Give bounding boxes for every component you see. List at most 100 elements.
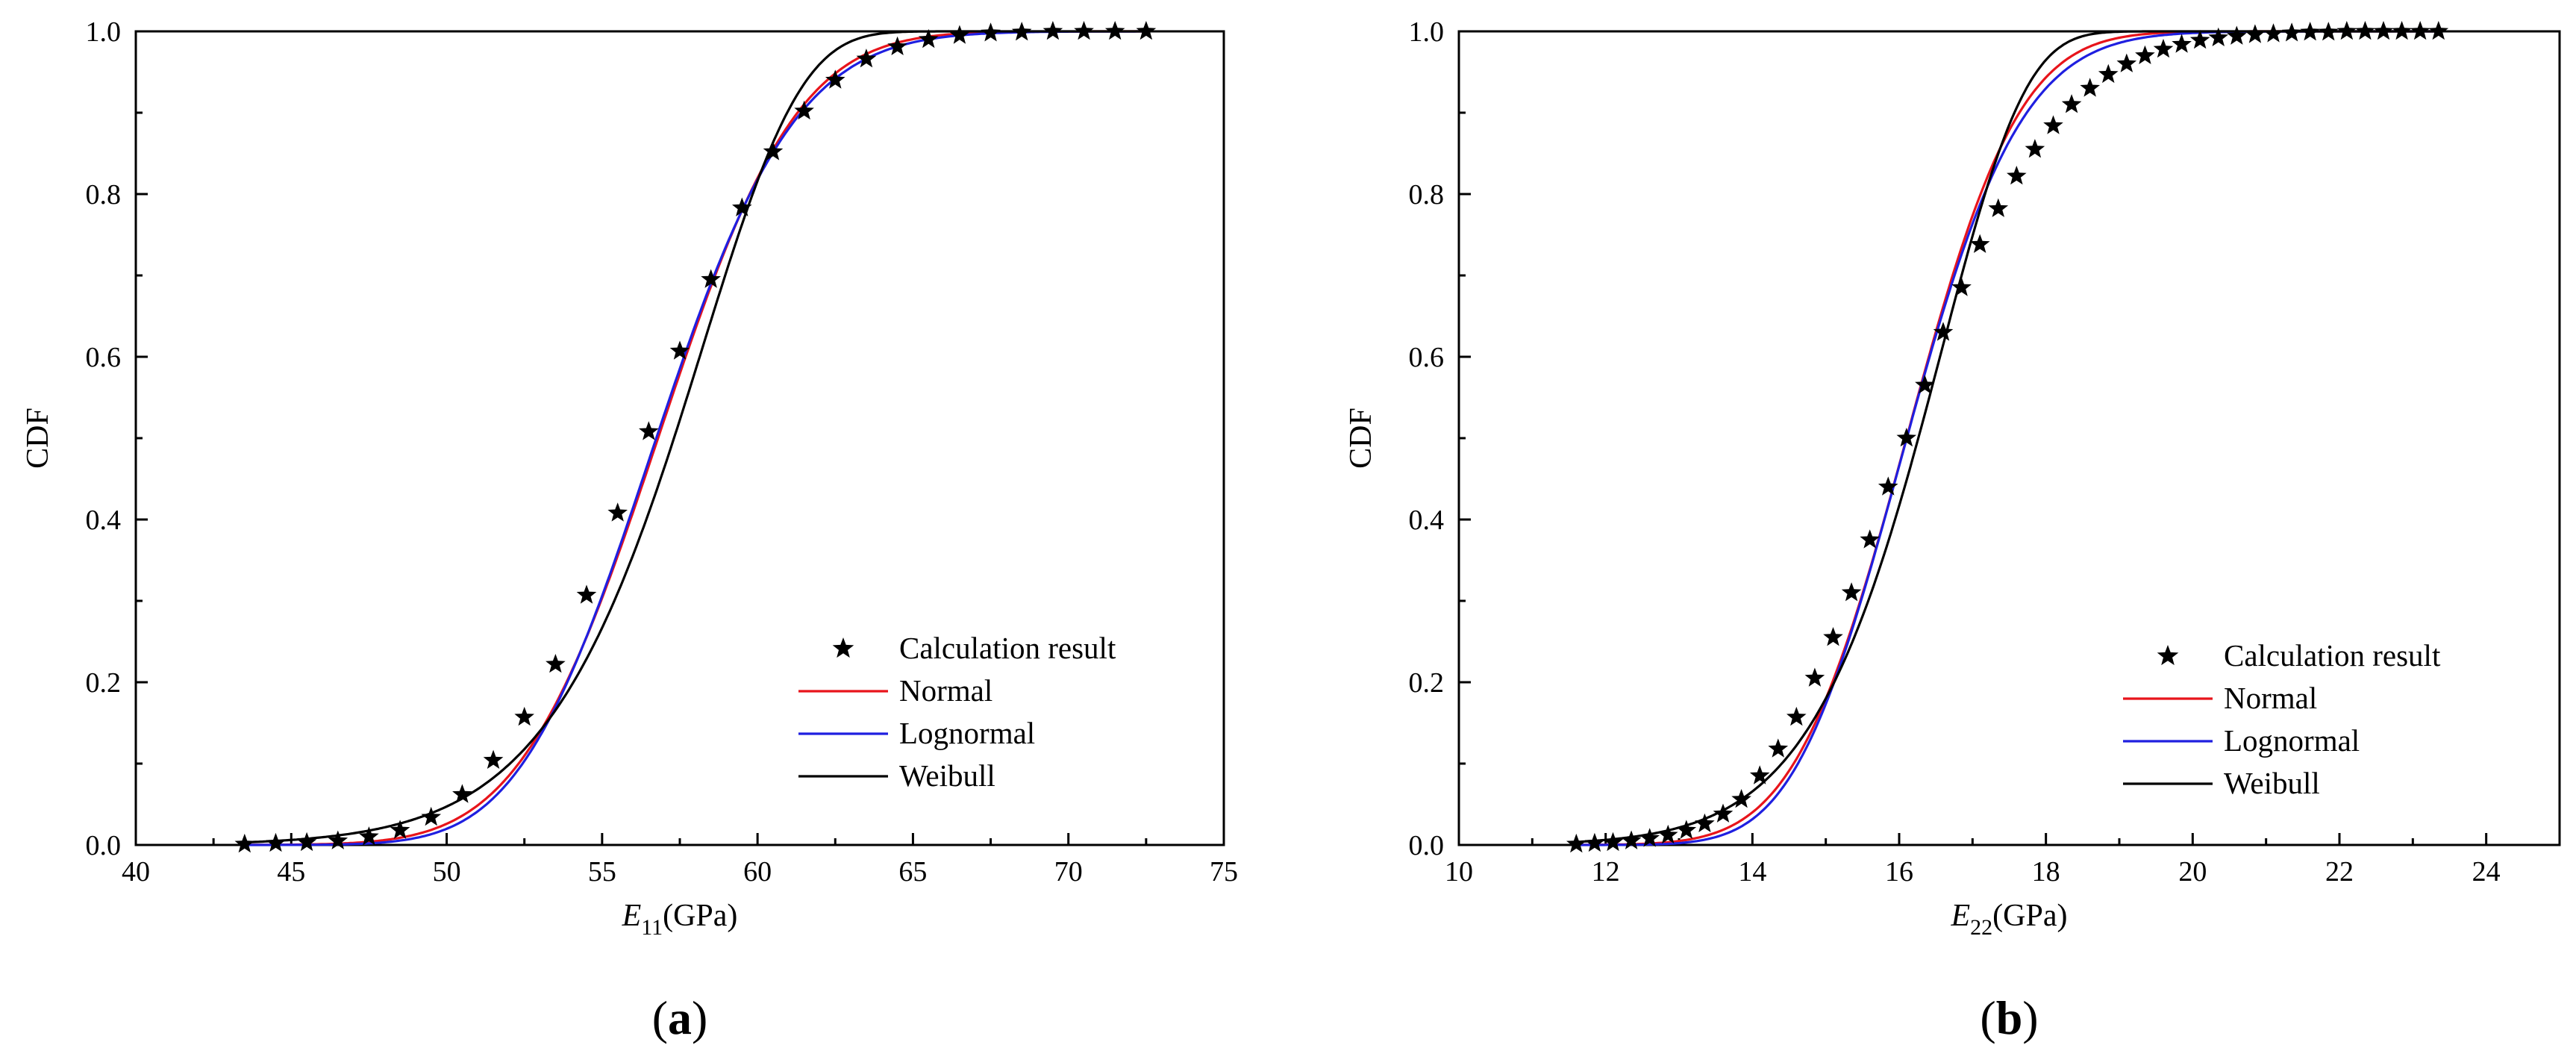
panel-label-close: ) [2022,991,2038,1044]
panel-label-close: ) [692,991,707,1044]
data-point-star [1584,832,1605,852]
panel-label-open: ( [1980,991,1995,1044]
data-point-star [2061,94,2082,113]
legend-label: Calculation result [2224,638,2441,673]
data-point-star [2318,22,2339,41]
data-point-star [2116,53,2137,72]
data-point-star [421,806,442,826]
data-point-star [266,832,286,852]
data-point-star [1042,21,1063,40]
x-axis-label: E11(GPa) [622,899,738,940]
data-point-star [2172,34,2192,53]
y-tick-label: 0.0 [1409,830,1445,861]
data-point-star [1988,198,2009,217]
data-point-star [1074,21,1094,40]
data-point-star [1823,627,1843,646]
data-point-star [1860,529,1880,549]
x-axis-label-var: E [1951,899,1971,933]
data-point-star [1621,830,1642,849]
y-tick-label: 1.0 [1409,16,1445,48]
data-point-star [1804,667,1825,687]
data-point-star [328,830,348,849]
y-tick-label: 0.2 [1409,667,1445,699]
data-point-star [1841,582,1862,602]
data-point-star [1136,21,1157,40]
legend-label: Lognormal [2224,723,2360,758]
y-tick-label: 0.4 [1409,505,1445,536]
legend-label: Normal [899,673,992,708]
data-point-star [514,706,534,726]
y-axis-label: CDF [1344,408,1378,469]
y-tick-label: 0.6 [1409,342,1445,373]
y-tick-label: 0.8 [86,179,122,210]
data-point-star [1011,22,1032,41]
chart-panel-a: 40 45 50 55 60 65 70 75 0.0 0.2 0.4 0.6 0.8 1.0 E11(GP… [21,16,1238,1044]
x-tick-label: 60 [743,856,772,888]
data-point-star [2025,139,2045,158]
data-point-star [234,833,255,853]
data-point-star [452,784,472,803]
panel-label-letter: a [668,991,692,1044]
data-point-star [1786,706,1807,726]
data-point-star [639,421,659,440]
data-point-star [1878,476,1898,496]
data-point-star [2080,78,2100,97]
x-tick-label: 24 [2472,856,2501,888]
data-point-star [1695,813,1715,832]
data-point-star [1566,833,1586,853]
data-point-star [359,826,379,846]
data-point-star [2392,21,2412,40]
y-tick-label: 0.0 [86,830,122,861]
data-point-star [1731,789,1751,808]
data-point-star [576,584,597,604]
data-point-star [794,100,814,120]
data-point-star [607,502,628,522]
x-tick-label: 22 [2325,856,2354,888]
data-point-star [2043,115,2063,134]
legend-label: Lognormal [899,716,1035,750]
data-point-star [2300,22,2320,41]
data-point-star [1951,277,1972,296]
panel-label-letter: b [1996,991,2023,1044]
plot-frame [134,30,1225,846]
data-point-star [1676,820,1697,839]
data-point-star [1969,234,1990,253]
data-point-star [2281,22,2302,42]
x-tick-label: 18 [2032,856,2060,888]
legend-label: Weibull [2224,766,2320,800]
data-point-star [949,25,970,44]
data-point-star [701,269,721,288]
x-tick-label: 20 [2178,856,2207,888]
y-tick-label: 0.8 [1409,179,1445,210]
legend-marker-star [832,637,854,658]
data-point-star [732,197,752,216]
data-point-star [545,654,566,673]
data-point-star [296,832,317,852]
x-tick-label: 45 [277,856,305,888]
x-tick-label: 55 [588,856,616,888]
data-point-star [2189,30,2210,49]
x-tick-label: 14 [1738,856,1766,888]
data-point-star [2135,45,2155,64]
x-tick-label: 12 [1592,856,1620,888]
data-point-star [2336,21,2357,40]
y-tick-label: 0.6 [86,342,122,373]
data-point-star [887,36,907,55]
legend-label: Weibull [899,758,995,793]
x-axis-label-var: E [622,899,642,933]
data-point-star [1933,322,1954,341]
legend-label: Calculation result [899,631,1116,665]
panel-label-open: ( [652,991,668,1044]
y-axis-label: CDF [21,408,55,469]
data-point-star [1104,21,1125,40]
data-point-star [1639,828,1660,847]
data-point-star [2007,166,2027,185]
data-point-star [2245,24,2266,43]
data-point-star [669,340,690,360]
data-point-star [2227,25,2247,45]
data-point-star [1713,803,1734,823]
legend-marker-star [2157,645,2179,666]
data-point-star [825,69,845,89]
data-point-star [1915,375,1935,394]
data-point-star [390,820,410,839]
